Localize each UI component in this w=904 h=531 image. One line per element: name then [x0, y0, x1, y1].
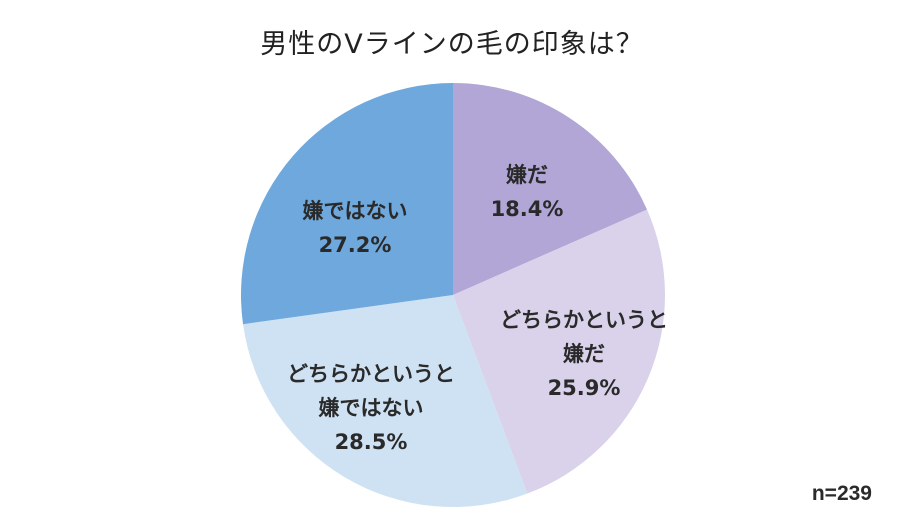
slice-label-text: 嫌だ	[505, 163, 548, 187]
slice-label-dochiraka-iya: どちらかというと 嫌だ 25.9%	[500, 303, 668, 405]
slice-label-value: 18.4%	[490, 197, 564, 221]
slice-label-text: 嫌ではない	[302, 199, 408, 223]
slice-label-iya: 嫌だ 18.4%	[491, 158, 564, 226]
slice-label-text-2: 嫌だ	[563, 342, 605, 366]
slice-iyadewanai	[241, 83, 453, 325]
slice-label-text-2: 嫌ではない	[318, 396, 424, 420]
slice-label-text: どちらかというと	[287, 362, 455, 386]
sample-size-note: n=239	[811, 482, 872, 505]
slice-dochiraka-iyadewanai	[243, 295, 528, 508]
chart-title: 男性のVラインの毛の印象は？	[260, 29, 644, 60]
slice-label-value: 28.5%	[334, 430, 408, 454]
slice-label-value: 27.2%	[318, 233, 392, 257]
slice-label-text: どちらかというと	[500, 308, 668, 332]
slice-label-iyadewanai: 嫌ではない 27.2%	[303, 194, 408, 262]
slice-iya	[453, 83, 648, 295]
slice-label-dochiraka-iyadewanai: どちらかというと 嫌ではない 28.5%	[287, 357, 455, 459]
slice-dochiraka-iya	[453, 209, 666, 494]
slice-label-value: 25.9%	[547, 376, 621, 400]
